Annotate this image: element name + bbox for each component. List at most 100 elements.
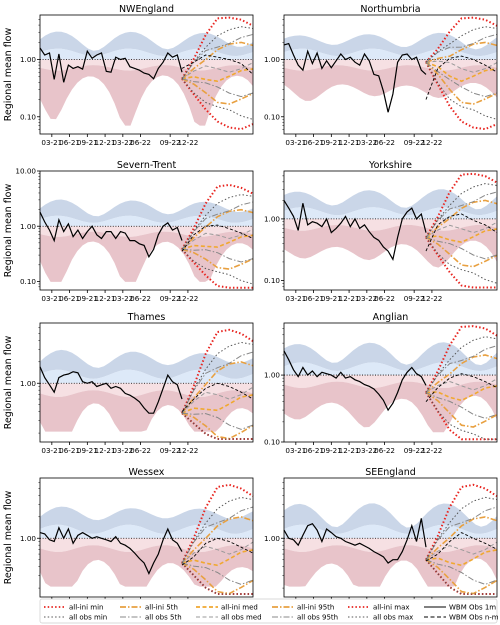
axes-frame xyxy=(283,322,498,443)
all-ini-max-line xyxy=(425,483,498,561)
wbm-obs-1m-line xyxy=(283,350,427,412)
all-obs-5th-line xyxy=(425,61,498,98)
all-ini-5th-line xyxy=(181,78,254,105)
all-obs-5th-line xyxy=(425,236,498,260)
x-tick-label: 06-22 xyxy=(374,446,395,455)
legend-label: all-ini 95th xyxy=(297,604,334,612)
lower-band-inner xyxy=(40,59,253,71)
legend-label: all-ini min xyxy=(69,604,103,612)
axes-frame xyxy=(39,477,254,598)
x-tick-label: 03-22 xyxy=(356,294,377,303)
panel-title: SEEngland xyxy=(365,467,416,478)
all-ini-5th-line xyxy=(181,412,254,440)
all-ini-95th-line xyxy=(425,41,498,63)
panel-title: Wessex xyxy=(129,467,165,478)
all-obs-med-line xyxy=(425,378,498,393)
all-ini-5th-line xyxy=(425,61,498,105)
legend-label: all-ini med xyxy=(221,604,258,612)
x-tick-label: 09-22 xyxy=(404,446,425,455)
wbm-obs-1m-line xyxy=(283,42,427,113)
wbm-obs-nm-line xyxy=(425,213,498,252)
all-obs-5th-line xyxy=(181,78,254,98)
all-ini-5th-line xyxy=(425,391,498,428)
all-ini-min-line xyxy=(181,248,253,289)
x-tick-label: 12-21 xyxy=(95,446,116,455)
y-tick-label: 10.00 xyxy=(15,167,36,176)
y-tick-label: 1.00 xyxy=(264,215,280,224)
x-tick-label: 12-22 xyxy=(177,446,198,455)
all-ini-5th-line xyxy=(181,248,254,270)
x-tick-label: 03-22 xyxy=(356,138,377,147)
all-obs-min-line xyxy=(181,562,253,595)
all-ini-med-line xyxy=(181,68,254,83)
all-obs-95th-line xyxy=(181,201,254,250)
all-ini-max-line xyxy=(181,483,254,564)
all-ini-max-line xyxy=(425,172,498,238)
all-obs-min-line xyxy=(425,237,498,284)
x-tick-label: 03-21 xyxy=(41,138,62,147)
x-tick-label: 09-21 xyxy=(77,294,98,303)
x-tick-label: 03-21 xyxy=(41,294,62,303)
all-ini-95th-line xyxy=(425,516,498,561)
lower-band-outer xyxy=(40,545,253,587)
x-tick-label: 09-22 xyxy=(160,446,181,455)
all-obs-5th-line xyxy=(425,559,498,585)
x-tick-label: 09-21 xyxy=(321,138,342,147)
upper-band-inner xyxy=(40,524,253,539)
axes-frame xyxy=(283,14,498,135)
y-tick-label: 0.10 xyxy=(264,112,280,121)
y-tick-label: 1.00 xyxy=(20,55,36,64)
x-tick-label: 03-22 xyxy=(356,446,377,455)
upper-band-inner xyxy=(284,362,497,376)
panel-title: Thames xyxy=(127,312,166,323)
x-tick-label: 09-21 xyxy=(77,446,98,455)
y-tick-label: 0.10 xyxy=(20,112,36,121)
all-obs-med-line xyxy=(425,221,498,238)
all-obs-min-line xyxy=(181,78,254,120)
upper-band-outer xyxy=(40,199,253,223)
all-obs-max-line xyxy=(425,183,498,238)
all-obs-min-line xyxy=(425,392,497,440)
y-axis-label: Regional mean flow xyxy=(3,184,14,278)
x-tick-label: 12-21 xyxy=(95,138,116,147)
x-tick-label: 03-21 xyxy=(285,138,306,147)
all-obs-95th-line xyxy=(425,33,498,63)
wbm-obs-1m-line xyxy=(283,518,427,564)
upper-band-outer xyxy=(284,503,497,534)
all-obs-med-line xyxy=(181,62,254,80)
x-tick-label: 06-22 xyxy=(130,138,151,147)
lower-band-inner xyxy=(284,59,497,71)
upper-band-inner xyxy=(40,215,253,227)
x-tick-label: 03-22 xyxy=(112,138,133,147)
panel-title: NWEngland xyxy=(119,4,174,15)
legend-label: all obs med xyxy=(221,614,262,622)
all-ini-5th-line xyxy=(425,559,498,595)
all-ini-95th-line xyxy=(181,516,254,564)
lower-band-outer xyxy=(284,545,497,587)
wbm-obs-nm-line xyxy=(425,55,498,100)
y-tick-label: 1.00 xyxy=(264,534,280,543)
y-axis-label: Regional mean flow xyxy=(3,28,14,122)
lower-band-inner xyxy=(284,375,497,388)
all-ini-95th-line xyxy=(181,41,254,80)
all-obs-med-line xyxy=(425,60,498,73)
lower-band-outer xyxy=(40,231,253,282)
all-ini-5th-line xyxy=(181,562,254,595)
all-obs-95th-line xyxy=(181,33,254,80)
x-tick-label: 12-21 xyxy=(339,294,360,303)
x-tick-label: 03-22 xyxy=(112,294,133,303)
x-tick-label: 09-21 xyxy=(321,446,342,455)
all-ini-95th-line xyxy=(425,199,498,239)
x-tick-label: 12-22 xyxy=(177,138,198,147)
upper-band-inner xyxy=(284,207,497,219)
axes-frame xyxy=(39,170,254,291)
x-tick-label: 12-22 xyxy=(421,138,442,147)
axes-frame xyxy=(39,322,254,443)
x-tick-label: 03-22 xyxy=(112,446,133,455)
upper-band-outer xyxy=(40,506,253,534)
